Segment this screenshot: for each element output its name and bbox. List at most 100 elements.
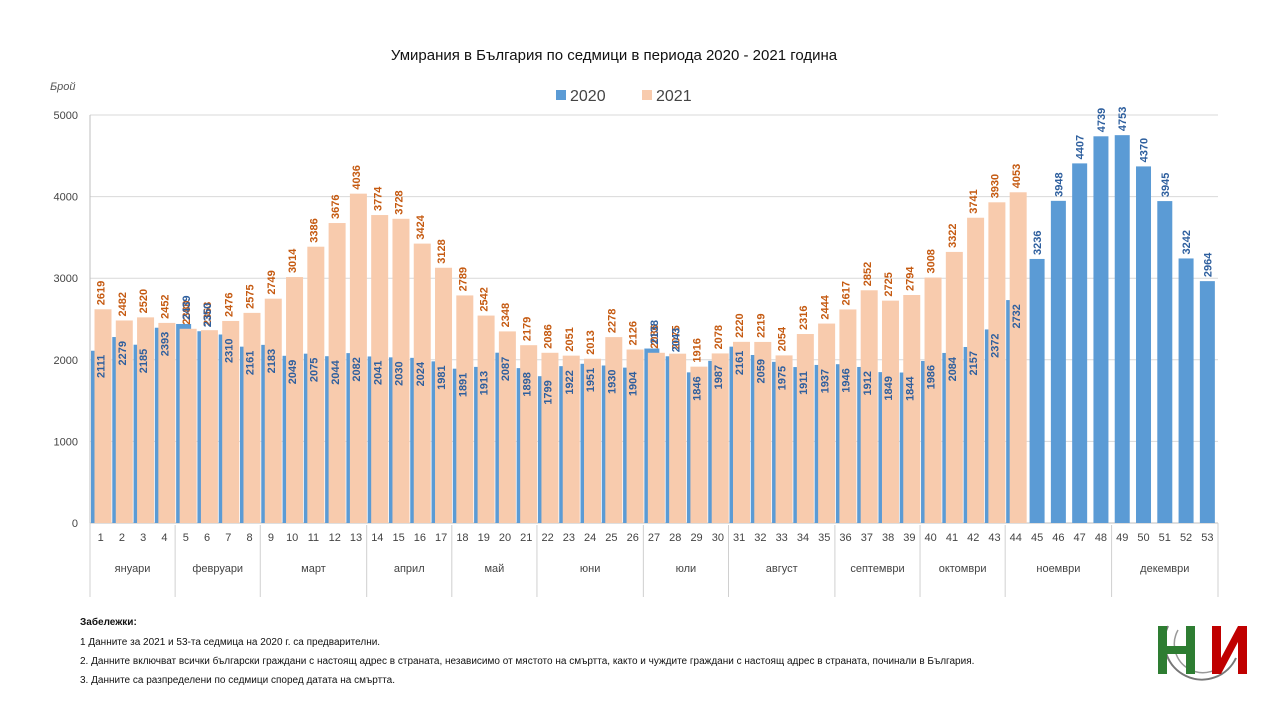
month-label-11: декември	[1140, 563, 1189, 575]
bar-2021-w7	[222, 320, 240, 523]
bar-2021-w32	[754, 341, 772, 523]
month-labels: януари февруари март април май юни юли август се…	[89, 523, 1219, 597]
label-2020-w46: 3948	[1053, 172, 1065, 196]
label-2021-w42: 3741	[968, 189, 980, 213]
label-2021-w13: 4036	[351, 165, 363, 189]
label-2020-w11: 2075	[308, 358, 320, 382]
bar-2020-w46	[1050, 200, 1066, 523]
label-2020-w13: 2082	[351, 357, 363, 381]
bar-2021-w38	[881, 300, 899, 523]
bar-2021-w8	[243, 312, 261, 523]
bar-2021-w15	[392, 218, 410, 523]
bar-2021-w16	[413, 243, 431, 523]
bar-2020-w52	[1178, 258, 1194, 523]
x-tick-w39: 39	[903, 532, 915, 544]
x-tick-w20: 20	[499, 532, 511, 544]
x-tick-w9: 9	[268, 532, 274, 544]
label-2021-w18: 2789	[457, 267, 469, 291]
label-2020-w45: 3236	[1032, 230, 1044, 254]
bar-2021-w35	[818, 323, 836, 523]
label-2021-w21: 2179	[521, 317, 533, 341]
x-tick-w11: 11	[308, 532, 319, 544]
x-tick-w50: 50	[1137, 532, 1149, 544]
bar-2021-w2	[115, 320, 133, 523]
x-tick-w22: 22	[541, 532, 553, 544]
label-2020-w42: 2157	[968, 351, 980, 375]
bar-2021-w31	[732, 341, 750, 523]
month-label-0: януари	[115, 563, 151, 575]
bar-2020-w51	[1157, 201, 1173, 523]
bar-2021-w18	[456, 295, 474, 523]
bar-2021-w9	[264, 298, 282, 523]
label-2020-w52: 3242	[1181, 230, 1193, 254]
label-2021-w26: 2126	[628, 321, 640, 345]
label-2020-w23: 1922	[564, 370, 576, 394]
label-2021-w6: 2363	[202, 302, 214, 326]
label-2021-w28: 2075	[670, 325, 682, 349]
label-2020-w8: 2161	[245, 351, 257, 375]
x-tick-w6: 6	[204, 532, 210, 544]
label-2020-w35: 1937	[819, 369, 831, 393]
label-2021-w8: 2575	[245, 284, 257, 308]
label-2021-w25: 2278	[606, 309, 618, 333]
label-2020-w47: 4407	[1075, 135, 1087, 159]
label-2020-w53: 2964	[1202, 252, 1214, 277]
label-2020-w27: 2138	[649, 320, 661, 344]
label-2021-w7: 2476	[223, 292, 235, 316]
bar-2021-w34	[796, 334, 814, 523]
x-tick-w31: 31	[733, 532, 745, 544]
label-2020-w5: 2439	[181, 295, 193, 319]
label-2021-w15: 3728	[394, 190, 406, 214]
label-2021-w40: 3008	[926, 249, 938, 273]
x-tick-w36: 36	[839, 532, 851, 544]
x-tick-w53: 53	[1201, 532, 1213, 544]
label-2021-w19: 2542	[479, 287, 491, 311]
x-tick-w34: 34	[797, 532, 809, 544]
logo-h-mid	[1158, 646, 1194, 654]
x-tick-w27: 27	[648, 532, 660, 544]
x-tick-w14: 14	[371, 532, 383, 544]
x-tick-w8: 8	[247, 532, 253, 544]
label-2021-w2: 2482	[117, 292, 129, 316]
label-2021-w4: 2452	[159, 294, 171, 318]
x-tick-w7: 7	[225, 532, 231, 544]
label-2020-w44: 2732	[1011, 304, 1023, 328]
bar-2021-w25	[605, 337, 623, 523]
x-tick-w17: 17	[435, 532, 447, 544]
x-tick-w38: 38	[882, 532, 894, 544]
label-2020-w3: 2185	[138, 349, 150, 373]
x-tick-w46: 46	[1052, 532, 1064, 544]
bar-2021-w39	[903, 295, 921, 523]
x-tick-w1: 1	[98, 532, 104, 544]
bar-2020-w53	[1199, 281, 1215, 523]
label-2020-w39: 1844	[904, 376, 916, 401]
bar-2021-w42	[967, 217, 985, 523]
notes: Забележки: 1 Данните за 2021 и 53-та сед…	[80, 617, 1130, 694]
label-2020-w50: 4370	[1139, 138, 1151, 162]
label-2020-w51: 3945	[1160, 173, 1172, 197]
bar-2021-w3	[137, 317, 155, 523]
label-2020-w10: 2049	[287, 360, 299, 384]
label-2020-w30: 1987	[713, 365, 725, 389]
legend-label-2021: 2021	[656, 88, 692, 105]
x-tick-w21: 21	[520, 532, 532, 544]
bar-2021-w22	[541, 352, 559, 523]
label-2020-w22: 1799	[543, 380, 555, 404]
x-tick-w10: 10	[286, 532, 298, 544]
x-tick-w30: 30	[712, 532, 724, 544]
label-2020-w6: 2350	[202, 303, 214, 327]
label-2020-w48: 4739	[1096, 108, 1108, 132]
bar-2020-w45	[1029, 258, 1045, 523]
x-tick-w24: 24	[584, 532, 596, 544]
month-label-8: септември	[850, 563, 904, 575]
label-2020-w19: 1913	[479, 371, 491, 395]
label-2021-w36: 2617	[841, 281, 853, 305]
x-tick-w13: 13	[350, 532, 362, 544]
label-2020-w24: 1951	[585, 368, 597, 392]
bar-2021-w26	[626, 349, 644, 523]
bar-2021-w6	[200, 330, 218, 523]
x-tick-w3: 3	[140, 532, 146, 544]
bar-2020-w48	[1093, 136, 1109, 523]
label-2021-w23: 2051	[564, 327, 576, 351]
